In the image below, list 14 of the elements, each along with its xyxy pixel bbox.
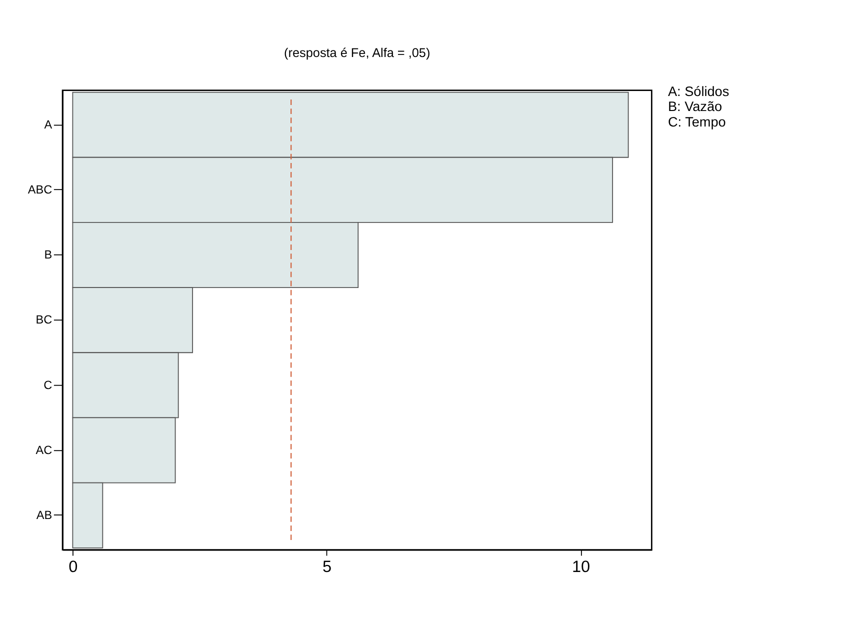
x-tick-label: 10: [572, 558, 590, 576]
text: C: Tempo: [668, 114, 726, 130]
y-tick-label: A: [44, 118, 52, 132]
text: B: Vazão: [668, 99, 722, 114]
text: A: Sólidos: [668, 84, 730, 99]
x-tick-label: 0: [68, 558, 78, 576]
y-tick-label: AB: [36, 508, 52, 522]
chart-title: (resposta é Fe, Alfa = ,05): [284, 46, 430, 60]
x-tick-label: 5: [322, 558, 332, 576]
y-tick-label: ABC: [28, 184, 53, 197]
y-tick-label: BC: [36, 314, 53, 327]
y-tick-label: B: [44, 248, 52, 262]
y-tick-label: C: [44, 378, 53, 392]
y-tick-label: AC: [36, 444, 53, 457]
